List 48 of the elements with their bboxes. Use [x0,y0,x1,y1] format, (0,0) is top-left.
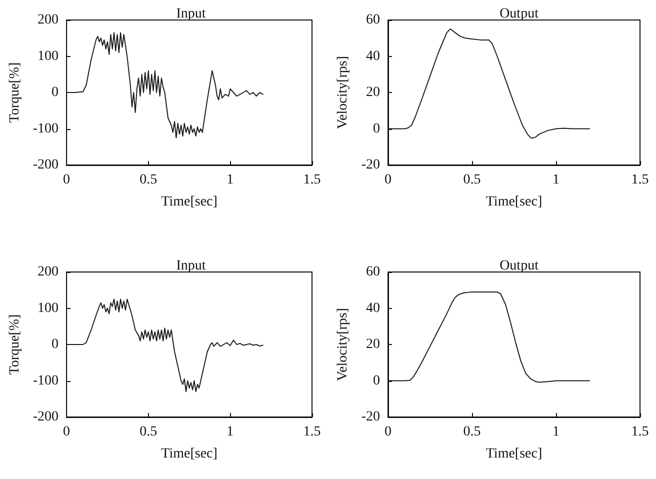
x-axis-title: Time[sec] [486,446,542,462]
y-tick-label: 60 [366,12,380,28]
x-tick-label: 1.5 [303,172,321,188]
y-tick-label: 0 [373,121,380,136]
x-tick-label: 1 [226,424,234,440]
y-tick-label: 0 [52,337,59,352]
chart-title: Output [500,6,539,22]
y-tick-label: 20 [366,85,380,100]
y-tick-label: 200 [38,12,59,28]
chart-title: Input [176,258,206,274]
x-tick-label: 1 [552,424,560,440]
x-tick-label: 1.5 [631,172,649,188]
x-tick-label: 1 [226,172,234,188]
chart-title: Input [176,6,206,22]
y-axis-title: Velocity[rps] [336,56,350,130]
x-tick-label: 0.5 [463,424,481,440]
y-tick-label: 100 [38,300,59,316]
x-axis-title: Time[sec] [486,194,542,210]
y-tick-label: -100 [32,121,59,136]
y-tick-label: 40 [366,300,380,316]
x-tick-label: 0.5 [140,424,158,440]
chart-title: Output [500,258,539,274]
y-tick-label: 20 [366,337,380,352]
y-axis-title: Velocity[rps] [336,308,350,382]
y-tick-label: -20 [361,410,380,424]
y-tick-label: -20 [361,158,380,172]
y-tick-label: -200 [32,158,59,172]
y-tick-label: 0 [373,373,380,388]
x-tick-label: 0 [384,172,392,188]
x-tick-label: 1 [552,172,560,188]
y-tick-label: 100 [38,48,59,64]
y-tick-label: 0 [52,85,59,100]
y-tick-label: 200 [38,264,59,280]
y-axis-title: Torque[%] [8,314,22,375]
y-axis-title: Torque[%] [8,62,22,123]
x-tick-label: 1.5 [631,424,649,440]
x-axis-title: Time[sec] [161,446,218,462]
y-tick-label: -200 [32,410,59,424]
x-tick-label: 1.5 [303,424,321,440]
x-tick-label: 0.5 [140,172,158,188]
x-tick-label: 0 [63,424,70,440]
x-tick-label: 0.5 [463,172,481,188]
y-tick-label: 40 [366,48,380,64]
x-axis-title: Time[sec] [161,194,218,210]
y-tick-label: 60 [366,264,380,280]
y-tick-label: -100 [32,373,59,388]
x-tick-label: 0 [63,172,70,188]
x-tick-label: 0 [384,424,392,440]
